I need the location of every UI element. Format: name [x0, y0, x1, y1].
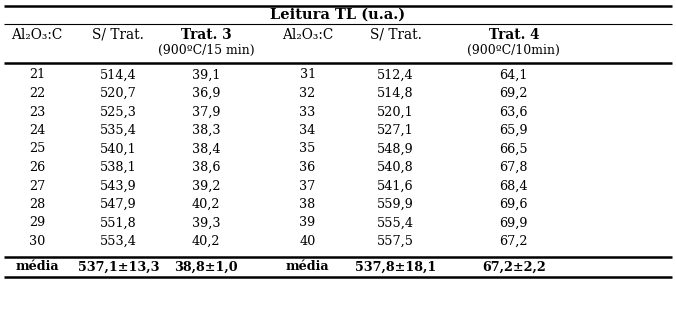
Text: 39,3: 39,3	[192, 216, 220, 230]
Text: S/ Trat.: S/ Trat.	[93, 28, 144, 42]
Text: 39,1: 39,1	[192, 68, 220, 82]
Text: 38,8±1,0: 38,8±1,0	[174, 261, 238, 273]
Text: 69,9: 69,9	[500, 216, 528, 230]
Text: média: média	[16, 261, 59, 273]
Text: 525,3: 525,3	[100, 106, 137, 118]
Text: Al₂O₃:C: Al₂O₃:C	[11, 28, 63, 42]
Text: 538,1: 538,1	[100, 161, 137, 174]
Text: 33: 33	[299, 106, 316, 118]
Text: 540,1: 540,1	[100, 143, 137, 155]
Text: 537,8±18,1: 537,8±18,1	[355, 261, 436, 273]
Text: 22: 22	[29, 87, 45, 100]
Text: Trat. 3: Trat. 3	[181, 28, 231, 42]
Text: 39: 39	[299, 216, 316, 230]
Text: Trat. 4: Trat. 4	[489, 28, 539, 42]
Text: 32: 32	[299, 87, 316, 100]
Text: 69,6: 69,6	[500, 198, 528, 211]
Text: 39,2: 39,2	[192, 180, 220, 192]
Text: 67,2±2,2: 67,2±2,2	[482, 261, 546, 273]
Text: 69,2: 69,2	[500, 87, 528, 100]
Text: 21: 21	[29, 68, 45, 82]
Text: 67,2: 67,2	[500, 235, 528, 248]
Text: 28: 28	[29, 198, 45, 211]
Text: 37: 37	[299, 180, 316, 192]
Text: 64,1: 64,1	[500, 68, 528, 82]
Text: 40: 40	[299, 235, 316, 248]
Text: 537,1±13,3: 537,1±13,3	[78, 261, 159, 273]
Text: 27: 27	[29, 180, 45, 192]
Text: 555,4: 555,4	[377, 216, 414, 230]
Text: 553,4: 553,4	[100, 235, 137, 248]
Text: 37,9: 37,9	[192, 106, 220, 118]
Text: 512,4: 512,4	[377, 68, 414, 82]
Text: 68,4: 68,4	[500, 180, 528, 192]
Text: (900ºC/15 min): (900ºC/15 min)	[158, 44, 254, 57]
Text: Leitura TL (u.a.): Leitura TL (u.a.)	[270, 8, 406, 22]
Text: 38,4: 38,4	[192, 143, 220, 155]
Text: 38,6: 38,6	[192, 161, 220, 174]
Text: 23: 23	[29, 106, 45, 118]
Text: 29: 29	[29, 216, 45, 230]
Text: 34: 34	[299, 124, 316, 137]
Text: 514,8: 514,8	[377, 87, 414, 100]
Text: 557,5: 557,5	[377, 235, 414, 248]
Text: 36: 36	[299, 161, 316, 174]
Text: 547,9: 547,9	[100, 198, 137, 211]
Text: 514,4: 514,4	[100, 68, 137, 82]
Text: 25: 25	[29, 143, 45, 155]
Text: S/ Trat.: S/ Trat.	[370, 28, 421, 42]
Text: 24: 24	[29, 124, 45, 137]
Text: 520,7: 520,7	[100, 87, 137, 100]
Text: 40,2: 40,2	[192, 235, 220, 248]
Text: 535,4: 535,4	[100, 124, 137, 137]
Text: 26: 26	[29, 161, 45, 174]
Text: 65,9: 65,9	[500, 124, 528, 137]
Text: 67,8: 67,8	[500, 161, 528, 174]
Text: 63,6: 63,6	[500, 106, 528, 118]
Text: 66,5: 66,5	[500, 143, 528, 155]
Text: 38,3: 38,3	[192, 124, 220, 137]
Text: Al₂O₃:C: Al₂O₃:C	[282, 28, 333, 42]
Text: 548,9: 548,9	[377, 143, 414, 155]
Text: 541,6: 541,6	[377, 180, 414, 192]
Text: 559,9: 559,9	[377, 198, 414, 211]
Text: 527,1: 527,1	[377, 124, 414, 137]
Text: 551,8: 551,8	[100, 216, 137, 230]
Text: 36,9: 36,9	[192, 87, 220, 100]
Text: 31: 31	[299, 68, 316, 82]
Text: 38: 38	[299, 198, 316, 211]
Text: 35: 35	[299, 143, 316, 155]
Text: 540,8: 540,8	[377, 161, 414, 174]
Text: 520,1: 520,1	[377, 106, 414, 118]
Text: 30: 30	[29, 235, 45, 248]
Text: 40,2: 40,2	[192, 198, 220, 211]
Text: (900ºC/10min): (900ºC/10min)	[467, 44, 560, 57]
Text: 543,9: 543,9	[100, 180, 137, 192]
Text: média: média	[286, 261, 329, 273]
